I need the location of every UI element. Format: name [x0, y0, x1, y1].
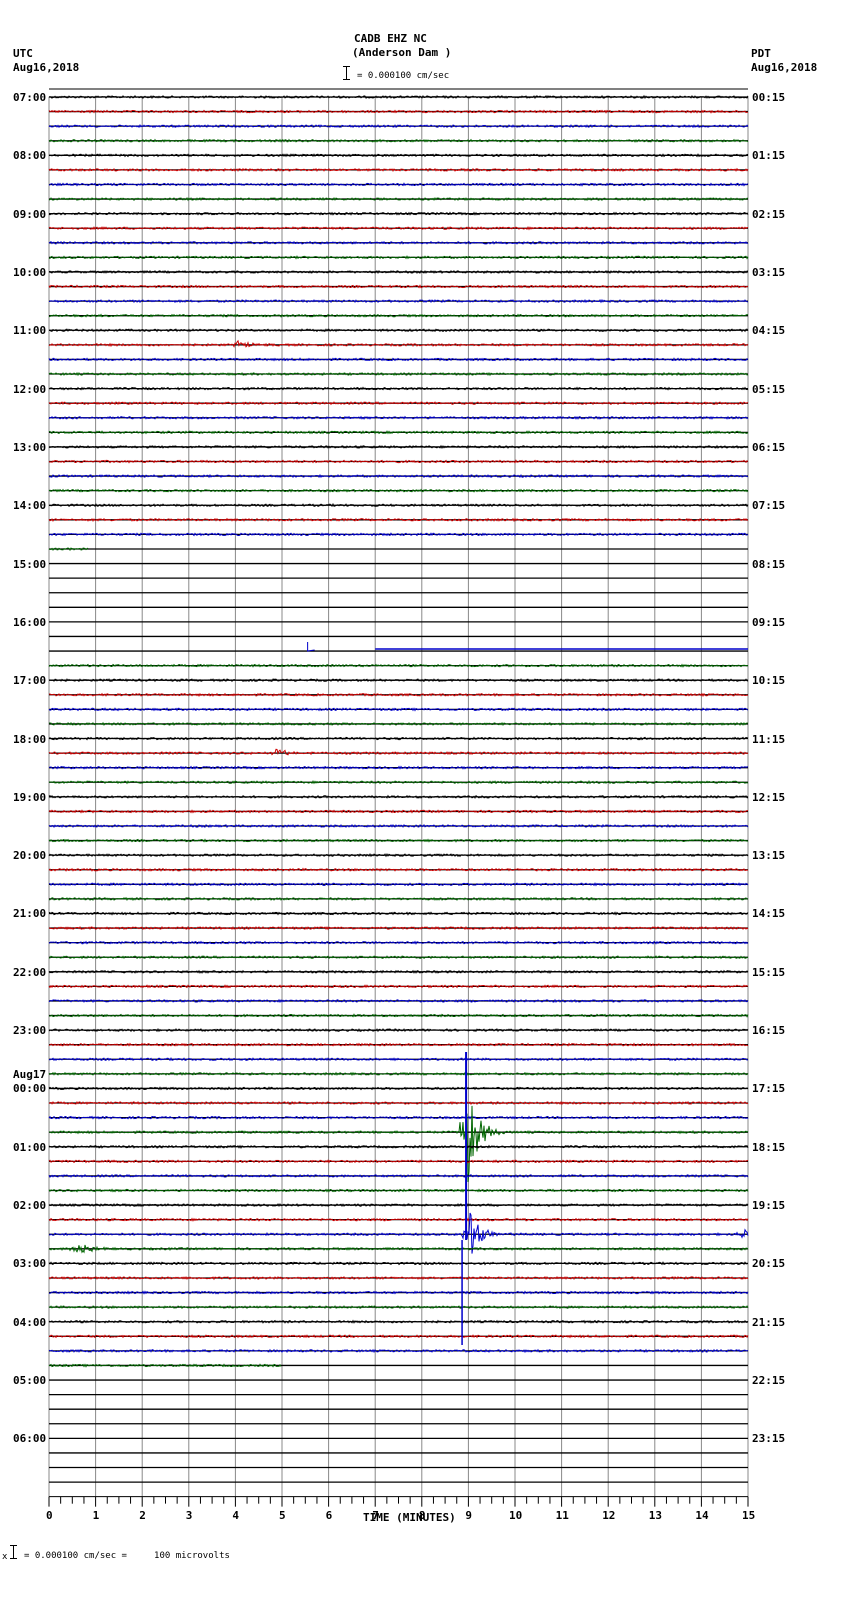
x-tick-label: 5 [279, 1508, 286, 1522]
utc-hour-label: 11:00 [13, 324, 47, 338]
utc-hour-label: 23:00 [13, 1024, 47, 1038]
utc-hour-label: 18:00 [13, 732, 47, 746]
pdt-hour-label: 01:15 [752, 149, 786, 163]
pdt-hour-label: 20:15 [752, 1257, 786, 1271]
utc-hour-label: 17:00 [13, 674, 47, 688]
pdt-hour-label: 23:15 [752, 1432, 786, 1446]
utc-hour-label: 10:00 [13, 265, 47, 279]
station-location: (Anderson Dam ) [352, 46, 452, 59]
utc-hour-label: 07:00 [13, 91, 47, 104]
utc-hour-label: 03:00 [13, 1257, 47, 1271]
utc-hour-label: 15:00 [13, 557, 47, 571]
pdt-hour-label: 11:15 [752, 732, 786, 746]
utc-hour-label: 05:00 [13, 1374, 47, 1388]
utc-hour-label: 00:00 [13, 1082, 47, 1096]
pdt-hour-label: 09:15 [752, 615, 786, 629]
pdt-hour-label: 00:15 [752, 91, 786, 104]
utc-hour-label: 13:00 [13, 440, 47, 454]
pdt-hour-label: 07:15 [752, 499, 786, 513]
pdt-hour-label: 18:15 [752, 1140, 786, 1154]
pdt-label: PDT [751, 47, 771, 60]
utc-hour-label: 16:00 [13, 615, 47, 629]
pdt-date: Aug16,2018 [751, 61, 818, 74]
pdt-hour-label: 05:15 [752, 382, 786, 396]
x-tick-label: 4 [232, 1508, 240, 1522]
footer-scale-bar-icon [10, 1545, 17, 1559]
utc-date: Aug16,2018 [13, 61, 80, 74]
utc-label: UTC [13, 47, 33, 60]
utc-hour-label: 01:00 [13, 1140, 47, 1154]
x-tick-label: 9 [465, 1508, 473, 1522]
pdt-hour-label: 08:15 [752, 557, 786, 571]
pdt-hour-label: 12:15 [752, 790, 786, 804]
x-tick-label: 6 [325, 1508, 333, 1522]
pdt-hour-label: 14:15 [752, 907, 786, 921]
x-tick-label: 7 [372, 1508, 379, 1522]
pdt-hour-label: 15:15 [752, 965, 786, 979]
utc-hour-label: 06:00 [13, 1432, 47, 1446]
utc-hour-label: 09:00 [13, 207, 47, 221]
pdt-hour-label: 21:15 [752, 1315, 786, 1329]
pdt-hour-label: 10:15 [752, 674, 786, 688]
pdt-hour-label: 02:15 [752, 207, 786, 221]
pdt-hour-label: 13:15 [752, 849, 786, 863]
pdt-hour-label: 06:15 [752, 440, 786, 454]
date-change-label: Aug17 [13, 1068, 47, 1082]
scale-bar-icon [343, 66, 350, 80]
utc-hour-label: 02:00 [13, 1199, 47, 1213]
utc-hour-label: 22:00 [13, 965, 47, 979]
x-axis-title: TIME (MINUTES) [363, 1511, 456, 1524]
x-tick-label: 0 [46, 1508, 53, 1522]
footer-prefix: x [2, 1552, 8, 1562]
utc-hour-label: 12:00 [13, 382, 47, 396]
x-tick-label: 10 [509, 1508, 523, 1522]
x-tick-label: 14 [695, 1508, 709, 1522]
pdt-hour-label: 04:15 [752, 324, 786, 338]
x-tick-label: 8 [418, 1508, 426, 1522]
utc-hour-label: 08:00 [13, 149, 47, 163]
pdt-hour-label: 19:15 [752, 1199, 786, 1213]
x-tick-label: 12 [602, 1508, 616, 1522]
utc-hour-label: 19:00 [13, 790, 47, 804]
scale-label: = 0.000100 cm/sec [357, 71, 450, 81]
pdt-hour-label: 16:15 [752, 1024, 786, 1038]
x-tick-label: 2 [139, 1508, 146, 1522]
pdt-hour-label: 22:15 [752, 1374, 786, 1388]
pdt-hour-label: 17:15 [752, 1082, 786, 1096]
x-tick-label: 1 [92, 1508, 100, 1522]
x-tick-label: 11 [555, 1508, 569, 1522]
station-title: CADB EHZ NC [354, 32, 427, 45]
x-tick-label: 13 [648, 1508, 663, 1522]
x-tick-label: 15 [742, 1508, 756, 1522]
footer-scale-note: = 0.000100 cm/sec = 100 microvolts [24, 1551, 230, 1561]
utc-hour-label: 20:00 [13, 849, 47, 863]
utc-hour-label: 21:00 [13, 907, 47, 921]
pdt-hour-label: 03:15 [752, 265, 786, 279]
utc-hour-label: 14:00 [13, 499, 47, 513]
x-tick-label: 3 [185, 1508, 193, 1522]
utc-hour-label: 04:00 [13, 1315, 47, 1329]
